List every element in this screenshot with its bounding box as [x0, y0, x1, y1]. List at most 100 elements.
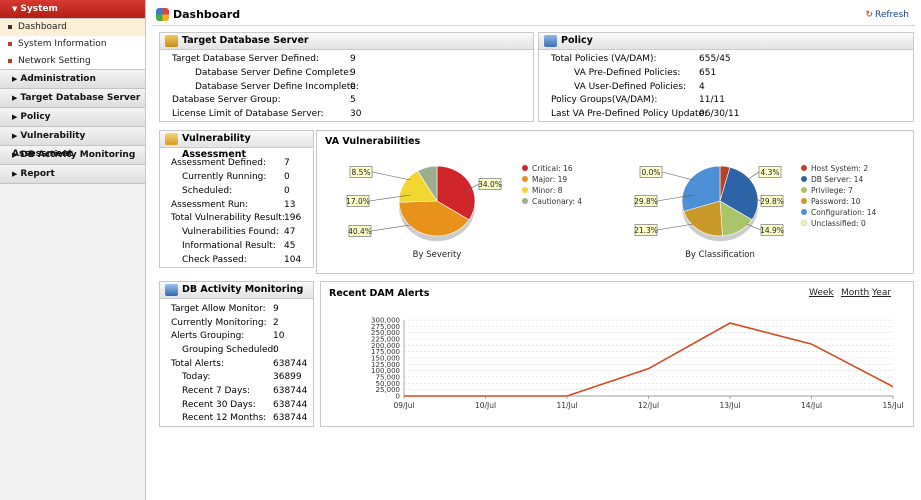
tab-year[interactable]: Year	[872, 288, 892, 298]
stat-label: Database Server Group:	[172, 95, 281, 105]
callout-line	[656, 223, 694, 231]
y-tick-label: 50,000	[376, 380, 401, 388]
legend-label: Host System: 2	[811, 164, 868, 173]
y-tick-label: 0	[396, 393, 400, 401]
chart-title: By Severity	[413, 250, 462, 260]
sidebar-section-label: Policy	[20, 112, 51, 122]
chart-title: By Classification	[685, 250, 755, 260]
legend-marker	[522, 176, 528, 182]
page-title: Dashboard	[173, 8, 241, 21]
stat-label: License Limit of Database Server:	[172, 109, 324, 119]
target-database-server-panel: Target Database Server Target Database S…	[159, 32, 534, 122]
panel-header: Policy	[539, 33, 913, 50]
stat-value: 9	[350, 54, 356, 64]
legend-marker	[801, 187, 807, 193]
x-tick-label: 13/Jul	[719, 401, 740, 410]
triangle-right-icon: ▶	[12, 113, 18, 121]
stat-label: Recent 7 Days:	[182, 386, 251, 396]
triangle-right-icon: ▶	[12, 132, 18, 140]
x-tick-label: 09/Jul	[393, 401, 414, 410]
sidebar-section-administration[interactable]: ▶ Administration	[0, 70, 145, 89]
callout-box	[348, 225, 372, 237]
sidebar-item-system-information[interactable]: System Information	[0, 36, 145, 53]
alerts-line-chart: 025,00050,00075,000100,000125,000150,000…	[371, 317, 904, 411]
stat-value: 0	[284, 186, 290, 196]
y-tick-label: 200,000	[371, 342, 400, 350]
stat-label: VA User-Defined Policies:	[574, 82, 687, 92]
stat-label: Total Vulnerability Result:	[171, 213, 285, 223]
stat-label: Policy Groups(VA/DAM):	[551, 95, 658, 105]
legend-label: Unclassified: 0	[811, 219, 866, 228]
callout-box	[639, 166, 663, 178]
panel-title: Target Database Server	[182, 35, 309, 46]
callout-box	[346, 195, 370, 207]
stat-value: 4	[699, 82, 705, 92]
stat-value: 0	[284, 172, 290, 182]
sidebar-section-system[interactable]: ▼ System	[0, 0, 145, 19]
stat-label: Currently Monitoring:	[171, 318, 267, 328]
line-chart: 025,00050,00075,000100,000125,000150,000…	[371, 317, 904, 411]
refresh-icon: ↻	[865, 10, 873, 20]
sidebar-item-dashboard[interactable]: Dashboard	[0, 19, 145, 36]
sidebar-section-target-database-server[interactable]: ▶ Target Database Server	[0, 89, 145, 108]
y-tick-label: 175,000	[371, 348, 400, 356]
legend-label: Privilege: 7	[811, 186, 853, 195]
bullet-icon	[8, 24, 12, 29]
panel-title: DB Activity Monitoring	[182, 284, 304, 295]
x-tick-label: 14/Jul	[801, 401, 822, 410]
stat-label: Informational Result:	[182, 241, 276, 251]
stat-label: Today:	[182, 372, 211, 382]
refresh-button[interactable]: ↻ Refresh	[865, 10, 909, 20]
callout-box	[634, 195, 658, 207]
callout-box	[760, 195, 784, 207]
pie-percent-label: 8.5%	[351, 168, 370, 177]
stat-label: Database Server Define Complete:	[195, 68, 352, 78]
pie-percent-label: 17.0%	[346, 197, 370, 206]
sidebar: ▼ System Dashboard System Information Net…	[0, 0, 146, 500]
callout-box	[634, 224, 658, 236]
legend-label: Cautionary: 4	[532, 197, 582, 206]
stat-label: Currently Running:	[182, 172, 267, 182]
sidebar-section-report[interactable]: ▶ Report	[0, 165, 145, 184]
sidebar-section-label: Report	[20, 169, 55, 179]
legend-marker	[522, 198, 528, 204]
stat-label: Recent 12 Months:	[182, 413, 267, 423]
callout-box	[760, 224, 784, 236]
stat-label: Check Passed:	[182, 255, 247, 265]
pie-percent-label: 4.3%	[760, 168, 779, 177]
stat-value: 9	[273, 304, 279, 314]
triangle-right-icon: ▶	[12, 75, 18, 83]
stat-label: Total Policies (VA/DAM):	[551, 54, 657, 64]
pie-slice	[683, 200, 723, 237]
callout-line	[370, 224, 411, 232]
y-tick-label: 225,000	[371, 336, 400, 344]
triangle-right-icon: ▶	[12, 151, 18, 159]
sidebar-section-db-activity-monitoring[interactable]: ▶ DB Activity Monitoring	[0, 146, 145, 165]
x-tick-label: 15/Jul	[882, 401, 903, 410]
callout-box	[758, 166, 782, 178]
sidebar-section-policy[interactable]: ▶ Policy	[0, 108, 145, 127]
pie-slice	[398, 200, 470, 237]
pie-chart-severity: 8.5% 34.0% 17.0% 40.4% Critical: 16 Major: 19…	[346, 164, 582, 260]
stat-value: 0	[350, 82, 356, 92]
legend-marker	[801, 209, 807, 215]
sidebar-section-vulnerability-assessment[interactable]: ▶Vulnerability Assessment	[0, 127, 145, 159]
policy-panel: Policy Total Policies (VA/DAM): 655/45 V…	[538, 32, 914, 122]
stat-value: 638744	[273, 400, 308, 410]
sidebar-item-network-setting[interactable]: Network Setting	[0, 53, 145, 70]
stat-label: Total Alerts:	[171, 359, 225, 369]
callout-box	[349, 166, 373, 178]
sidebar-section-label: Administration	[20, 74, 96, 84]
tab-week[interactable]: Week	[809, 288, 834, 298]
stat-value: 196	[284, 213, 302, 223]
tab-month[interactable]: Month	[841, 288, 870, 298]
stat-value: 2	[273, 318, 279, 328]
stat-value: 638744	[273, 359, 308, 369]
y-tick-label: 100,000	[371, 367, 400, 375]
sidebar-item-label: Network Setting	[18, 56, 91, 66]
series-line	[404, 322, 894, 397]
stat-label: VA Pre-Defined Policies:	[574, 68, 681, 78]
bullet-icon	[8, 58, 12, 63]
panel-header: Target Database Server	[160, 33, 533, 50]
callout-line	[463, 183, 480, 193]
